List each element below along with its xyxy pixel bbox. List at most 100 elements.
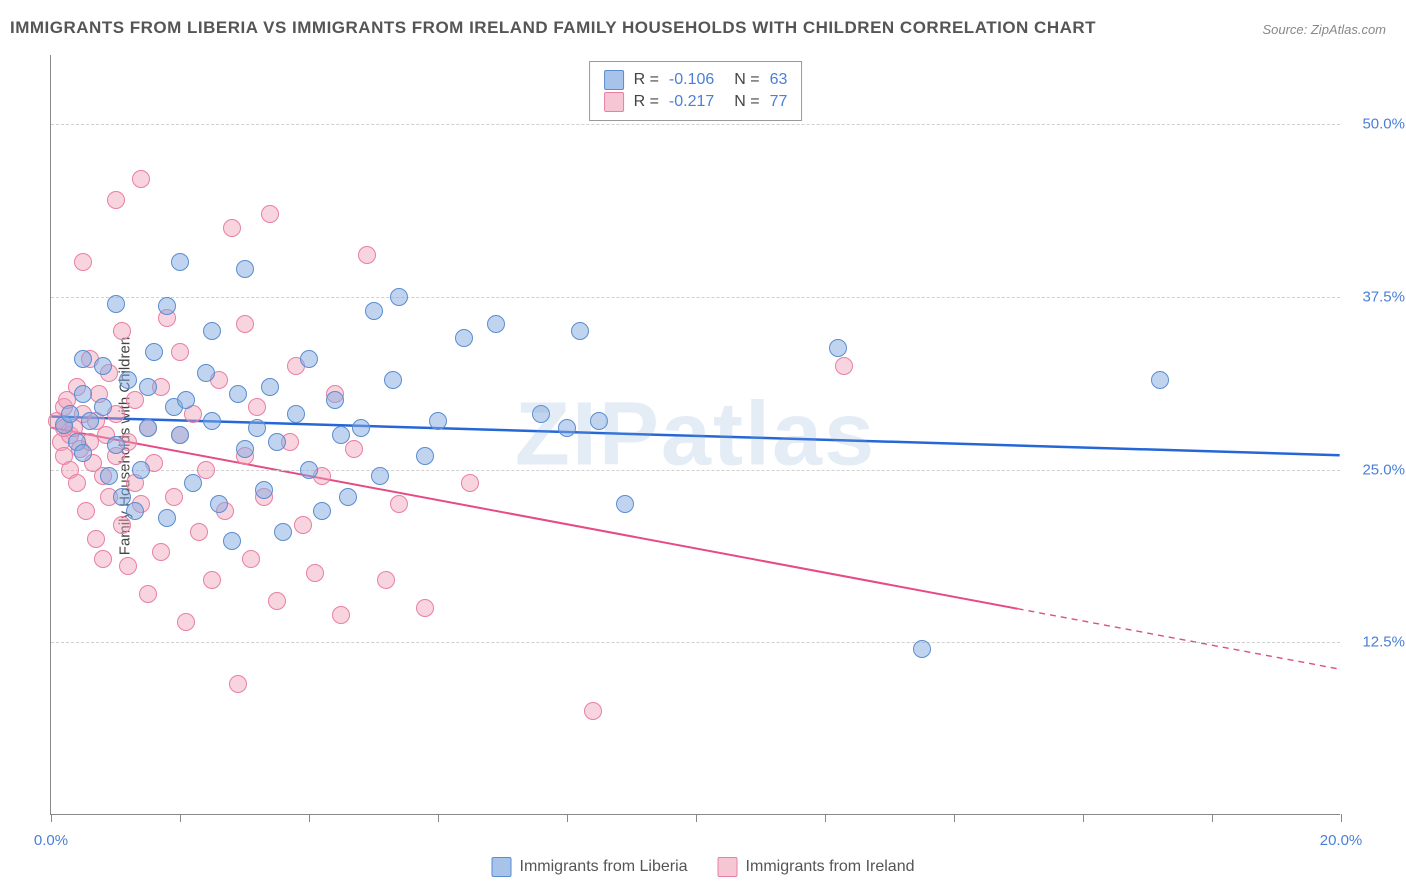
data-point — [261, 205, 279, 223]
r-value-liberia: -0.106 — [669, 71, 714, 89]
data-point — [107, 436, 125, 454]
data-point — [1151, 371, 1169, 389]
data-point — [236, 260, 254, 278]
data-point — [126, 502, 144, 520]
data-point — [274, 523, 292, 541]
data-point — [461, 474, 479, 492]
trend-lines-svg — [51, 55, 1340, 814]
data-point — [236, 440, 254, 458]
data-point — [203, 412, 221, 430]
x-tick — [567, 814, 568, 822]
data-point — [287, 405, 305, 423]
gridline — [51, 124, 1340, 125]
data-point — [339, 488, 357, 506]
data-point — [835, 357, 853, 375]
x-tick — [180, 814, 181, 822]
data-point — [107, 191, 125, 209]
data-point — [390, 288, 408, 306]
data-point — [107, 295, 125, 313]
data-point — [313, 502, 331, 520]
data-point — [371, 467, 389, 485]
data-point — [132, 170, 150, 188]
source-label: Source: ZipAtlas.com — [1262, 22, 1386, 37]
data-point — [416, 599, 434, 617]
data-point — [158, 297, 176, 315]
n-label: N = — [734, 93, 759, 111]
data-point — [590, 412, 608, 430]
swatch-blue-icon — [604, 70, 624, 90]
data-point — [255, 481, 273, 499]
data-point — [616, 495, 634, 513]
x-tick — [825, 814, 826, 822]
data-point — [584, 702, 602, 720]
data-point — [913, 640, 931, 658]
data-point — [384, 371, 402, 389]
series-legend: Immigrants from Liberia Immigrants from … — [492, 857, 915, 877]
data-point — [429, 412, 447, 430]
data-point — [332, 606, 350, 624]
data-point — [365, 302, 383, 320]
stat-legend-row-ireland: R = -0.217 N = 77 — [604, 92, 788, 112]
y-tick-label: 25.0% — [1362, 461, 1405, 478]
data-point — [377, 571, 395, 589]
data-point — [113, 322, 131, 340]
data-point — [294, 516, 312, 534]
data-point — [345, 440, 363, 458]
x-tick — [309, 814, 310, 822]
stat-legend-row-liberia: R = -0.106 N = 63 — [604, 70, 788, 90]
x-tick — [51, 814, 52, 822]
data-point — [177, 391, 195, 409]
data-point — [190, 523, 208, 541]
data-point — [248, 398, 266, 416]
gridline — [51, 642, 1340, 643]
data-point — [197, 461, 215, 479]
data-point — [326, 391, 344, 409]
data-point — [152, 543, 170, 561]
data-point — [126, 391, 144, 409]
data-point — [300, 461, 318, 479]
n-value-ireland: 77 — [770, 93, 788, 111]
data-point — [87, 530, 105, 548]
data-point — [268, 433, 286, 451]
r-label: R = — [634, 71, 659, 89]
swatch-pink-icon — [604, 92, 624, 112]
data-point — [248, 419, 266, 437]
x-tick — [1341, 814, 1342, 822]
plot-area: ZIPatlas R = -0.106 N = 63 R = -0.217 N … — [50, 55, 1340, 815]
x-tick — [954, 814, 955, 822]
data-point — [416, 447, 434, 465]
data-point — [558, 419, 576, 437]
data-point — [139, 378, 157, 396]
x-tick — [438, 814, 439, 822]
data-point — [532, 405, 550, 423]
n-label: N = — [734, 71, 759, 89]
data-point — [352, 419, 370, 437]
data-point — [81, 412, 99, 430]
y-tick-label: 37.5% — [1362, 288, 1405, 305]
data-point — [74, 253, 92, 271]
data-point — [132, 461, 150, 479]
data-point — [177, 613, 195, 631]
gridline — [51, 297, 1340, 298]
data-point — [171, 426, 189, 444]
data-point — [74, 385, 92, 403]
data-point — [165, 488, 183, 506]
legend-label-liberia: Immigrants from Liberia — [520, 858, 688, 876]
data-point — [455, 329, 473, 347]
data-point — [68, 474, 86, 492]
swatch-pink-icon — [718, 857, 738, 877]
n-value-liberia: 63 — [770, 71, 788, 89]
data-point — [358, 246, 376, 264]
data-point — [94, 357, 112, 375]
data-point — [223, 219, 241, 237]
x-tick — [1083, 814, 1084, 822]
data-point — [229, 385, 247, 403]
r-value-ireland: -0.217 — [669, 93, 714, 111]
data-point — [74, 350, 92, 368]
r-label: R = — [634, 93, 659, 111]
chart-container: IMMIGRANTS FROM LIBERIA VS IMMIGRANTS FR… — [0, 0, 1406, 892]
data-point — [113, 516, 131, 534]
data-point — [487, 315, 505, 333]
data-point — [268, 592, 286, 610]
gridline — [51, 470, 1340, 471]
